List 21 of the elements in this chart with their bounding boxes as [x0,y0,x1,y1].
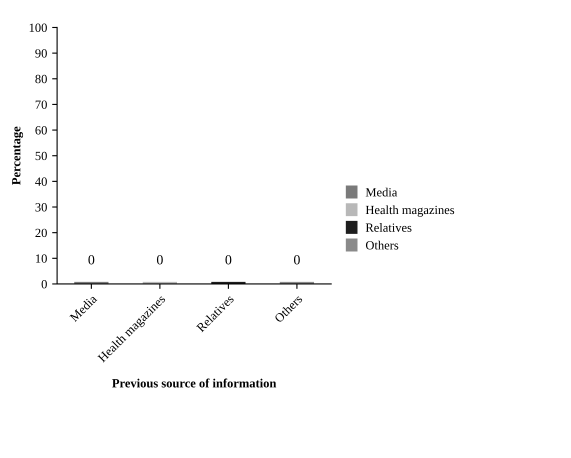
y-tick-label: 90 [35,49,47,58]
y-tick-label: 20 [35,228,47,238]
legend-label: Others [366,240,398,250]
y-tick-label: 70 [36,100,47,109]
y-tick-label: 0 [42,280,47,288]
x-axis-title: Previous source of information [112,378,276,388]
y-tick-label: 50 [36,152,47,160]
y-tick-label: 30 [35,203,47,212]
legend-label: Relatives [366,223,412,232]
legend-label: Media [366,188,398,196]
data-label: 0 [88,255,94,264]
data-label: 0 [156,255,163,264]
data-label: 0 [225,255,232,264]
legend-label: Health magazines [366,205,454,217]
y-axis-title: Percentage [12,126,24,185]
y-tick-label: 40 [35,177,47,186]
y-tick-label: 80 [35,74,47,84]
y-tick-label: 10 [36,254,47,263]
y-tick-label: 60 [35,126,47,135]
data-label: 0 [294,255,300,264]
y-tick-label: 100 [30,24,47,32]
